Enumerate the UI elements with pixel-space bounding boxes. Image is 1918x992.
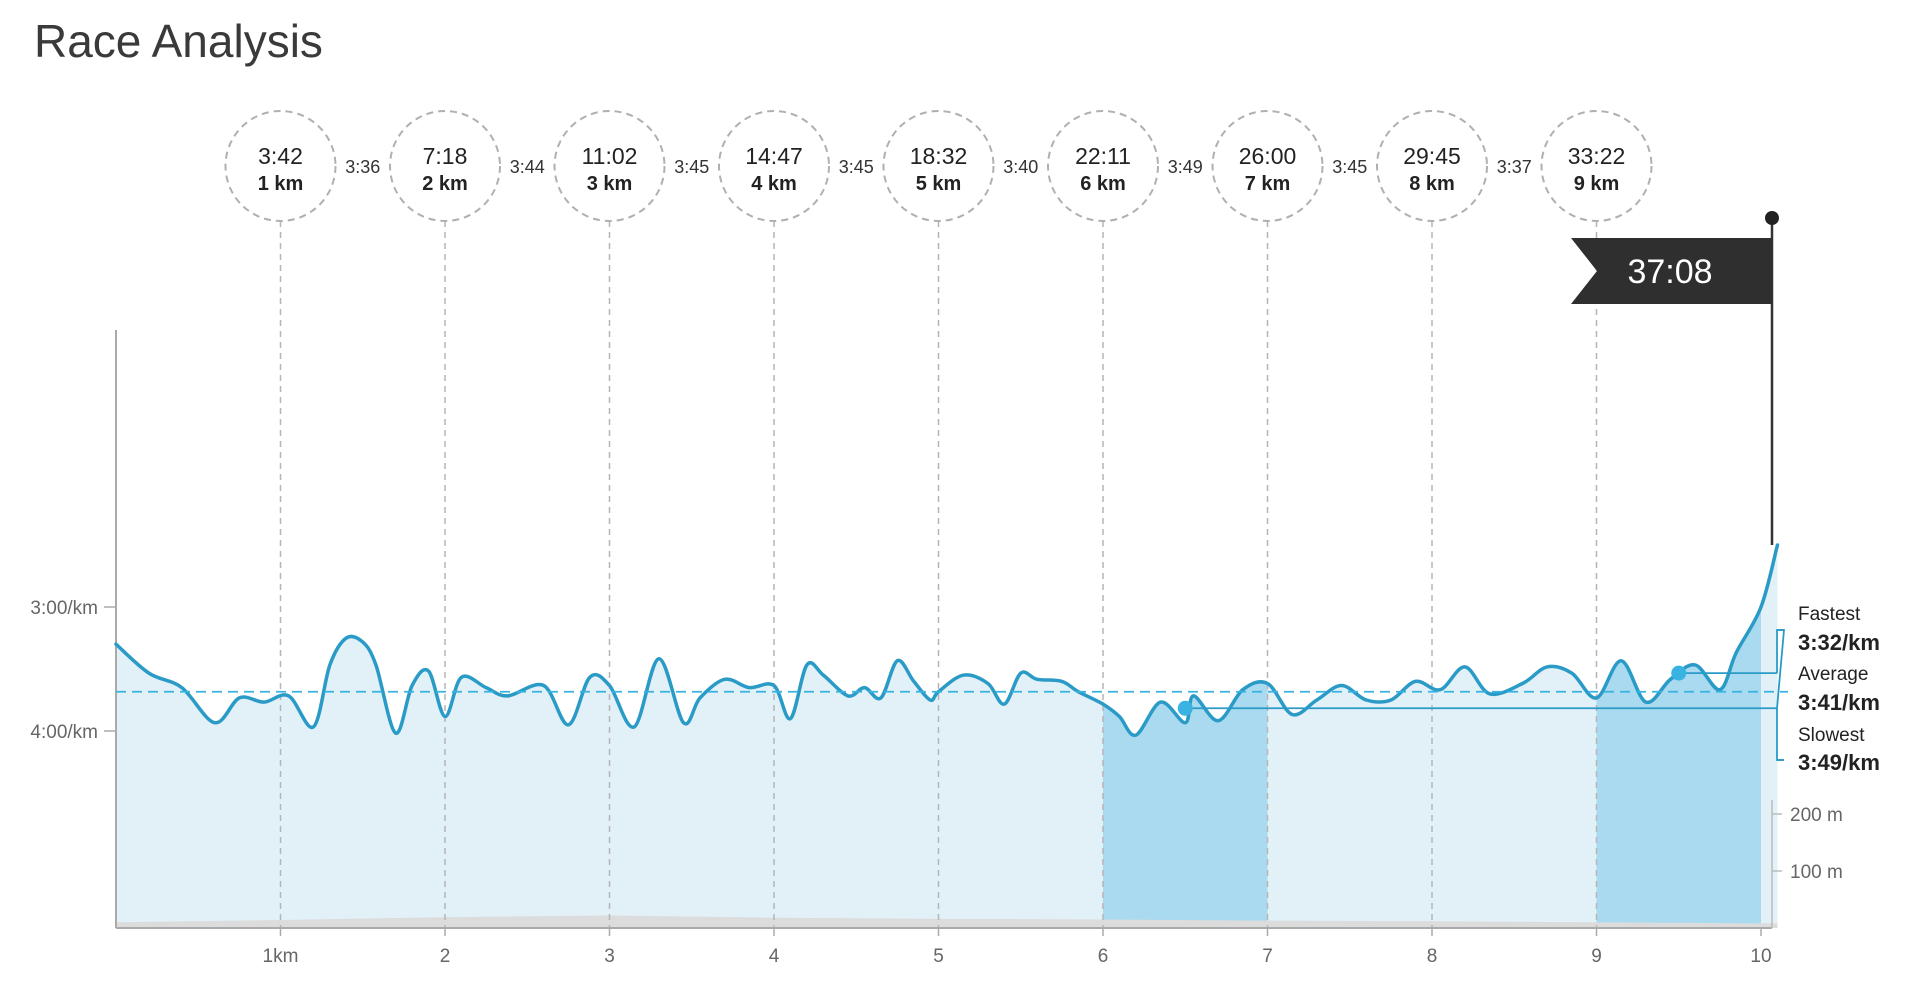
legend-fastest-label: Fastest [1798,604,1861,625]
elevation-tick-label: 100 m [1790,862,1843,883]
x-tick-label: 8 [1427,946,1438,967]
split-time: 3:36 [345,157,380,177]
pace-area-layer [116,545,1778,928]
pace-area [116,545,1778,928]
legend-average-value: 3:41/km [1798,690,1880,715]
checkpoint-distance: 7 km [1245,173,1291,195]
fastest-segment-band [1596,545,1761,928]
checkpoint-distance: 1 km [258,173,304,195]
pace-legend: Fastest 3:32/km Average 3:41/km Slowest 3:49/… [1776,604,1880,775]
checkpoint-time: 33:22 [1568,143,1626,169]
split-time: 3:44 [510,157,545,177]
axes-layer: 1km 2 3 4 5 6 7 8 9 10 3:00/km 4:00/km 200 m 100 m [30,330,1843,967]
checkpoint-circle [224,110,337,222]
slowest-marker [1177,700,1193,716]
x-tick-label: 1km [263,946,299,967]
checkpoint-circle [553,110,666,222]
x-tick-label: 7 [1262,946,1273,967]
y-tick-label: 4:00/km [30,722,98,743]
pace-line [114,543,1780,737]
x-tick-label: 4 [769,946,780,967]
x-tick-label: 3 [604,946,615,967]
checkpoint-distance: 9 km [1574,173,1620,195]
checkpoint-time: 18:32 [910,143,968,169]
checkpoint-distance: 5 km [916,173,962,195]
elevation-tick-label: 200 m [1790,805,1843,826]
elevation-layer [116,915,1778,928]
fastest-marker [1671,665,1687,681]
x-tick-label: 9 [1591,946,1602,967]
checkpoint-circle [389,110,501,222]
checkpoint-circle [1047,110,1159,222]
checkpoint-circle [1211,110,1324,222]
x-tick-label: 2 [440,946,451,967]
split-time: 3:49 [1168,157,1203,177]
checkpoint-time: 14:47 [745,143,803,169]
checkpoint-distance: 6 km [1080,173,1126,195]
checkpoint-distance: 4 km [751,173,797,195]
x-tick-label: 10 [1750,946,1771,967]
legend-average-label: Average [1798,664,1868,685]
checkpoint-time: 26:00 [1239,143,1297,169]
checkpoint-distance: 2 km [422,173,468,195]
legend-fastest-value: 3:32/km [1798,630,1880,655]
checkpoint-time: 11:02 [582,143,638,169]
finish-flag [1571,238,1772,304]
split-time: 3:37 [1497,157,1532,177]
x-tick-label: 6 [1098,946,1109,967]
y-tick-label: 3:00/km [30,598,98,619]
split-time: 3:45 [839,157,874,177]
finish-flag-layer: 37:08 [1571,211,1779,545]
legend-slowest-label: Slowest [1798,725,1865,746]
slowest-segment-band [1103,545,1268,928]
split-time: 3:40 [1003,157,1038,177]
checkpoint-circle [882,110,995,222]
checkpoint-distance: 8 km [1409,173,1455,195]
checkpoint-circle [1540,110,1653,222]
marker-layer [1177,665,1777,716]
pace-line-layer [114,543,1780,737]
split-time: 3:45 [1332,157,1367,177]
legend-slowest-value: 3:49/km [1798,750,1880,775]
checkpoint-distance: 3 km [587,173,633,195]
checkpoint-lines-layer [279,221,1598,928]
split-time: 3:45 [674,157,709,177]
checkpoints-layer: 3:42 1 km 7:18 2 km 11:02 3 km 14:47 4 km 18:32 5… [224,110,1653,222]
x-tick-label: 5 [933,946,944,967]
checkpoint-time: 22:11 [1075,143,1131,169]
checkpoint-circle [1376,110,1488,222]
checkpoint-time: 29:45 [1403,143,1461,169]
elevation-profile [116,915,1778,928]
checkpoint-time: 7:18 [423,143,468,169]
checkpoint-time: 3:42 [258,143,303,169]
checkpoint-circle [718,110,830,222]
page-title: Race Analysis [34,15,323,67]
finish-pole-knob [1765,211,1779,225]
finish-time: 37:08 [1627,253,1712,291]
legend-bracket [1776,629,1785,761]
